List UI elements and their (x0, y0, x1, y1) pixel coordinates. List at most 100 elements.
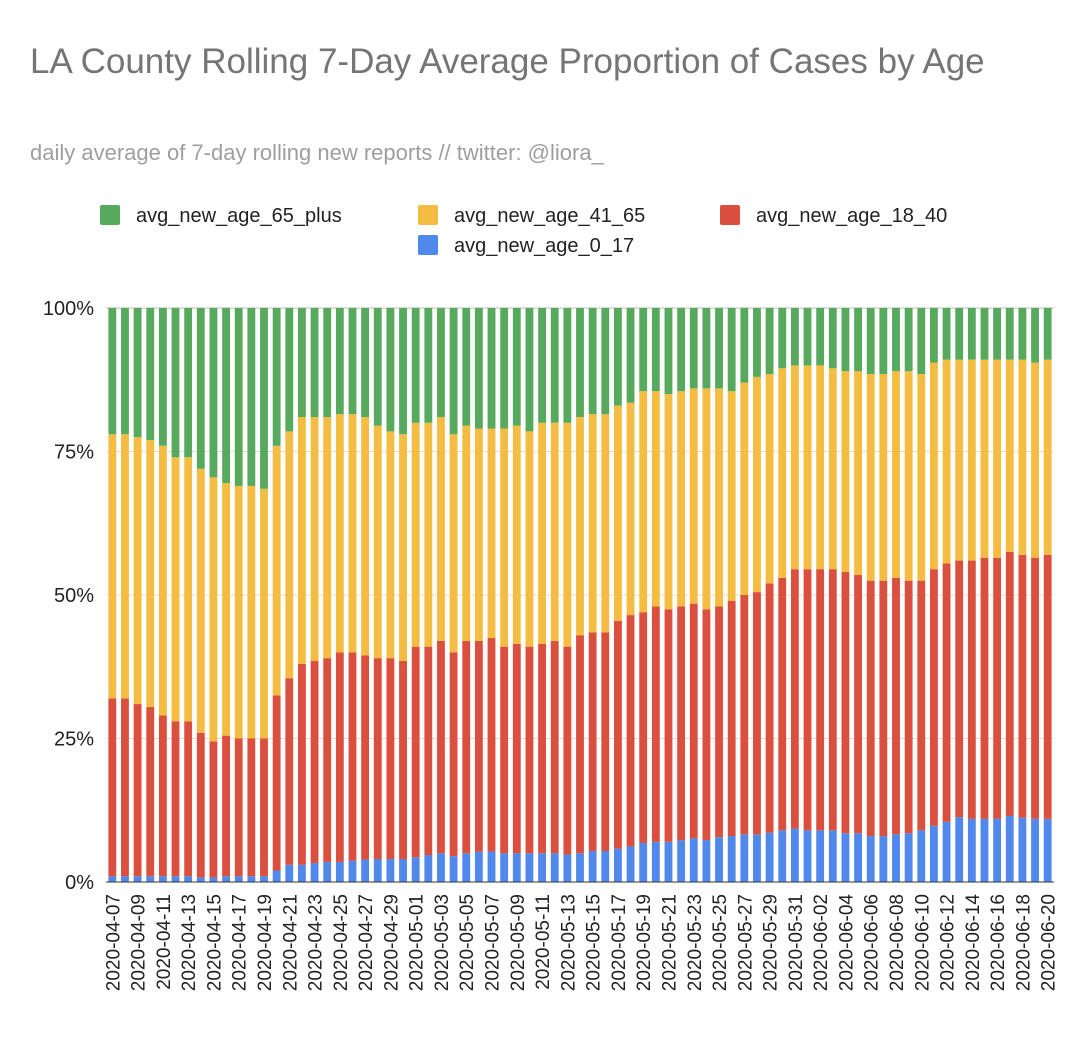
bar-segment (512, 425, 521, 644)
bar-segment (993, 818, 1002, 882)
bar-segment (285, 678, 294, 865)
bar-segment (399, 434, 407, 662)
x-tick-label: 2020-05-05 (457, 894, 478, 991)
bar-segment (576, 853, 584, 882)
bar-segment (108, 434, 117, 699)
bar-segment (942, 359, 951, 564)
bar-segment (500, 646, 509, 854)
bar-segment (373, 308, 382, 426)
x-tick-label: 2020-05-23 (685, 894, 706, 991)
bar-segment (689, 603, 698, 839)
bar-segment (285, 431, 294, 679)
bar-segment (639, 391, 648, 613)
bar-segment (196, 732, 205, 878)
bar-segment (1043, 554, 1052, 819)
bar-segment (803, 365, 812, 570)
bar-segment (158, 308, 167, 446)
bar-segment (778, 830, 787, 882)
chart-title: LA County Rolling 7-Day Average Proporti… (30, 42, 985, 81)
bar-segment (601, 632, 610, 852)
x-tick-label: 2020-05-25 (710, 894, 731, 991)
bar-segment (677, 391, 686, 607)
bar-segment (146, 876, 155, 882)
bar-segment (803, 569, 812, 831)
bar-segment (765, 308, 774, 375)
bar-segment (828, 569, 837, 831)
bar-segment (1031, 308, 1039, 363)
bar-segment (740, 382, 749, 595)
bar-segment (980, 308, 989, 360)
bar-segment (474, 851, 483, 882)
bar-segment (904, 580, 913, 834)
bar-segment (462, 308, 471, 426)
bar-segment (449, 652, 458, 857)
x-tick-label: 2020-04-17 (230, 894, 251, 991)
bar-segment (639, 308, 648, 392)
x-tick-label: 2020-04-07 (103, 894, 124, 991)
bar-segment (841, 833, 850, 882)
bar-segment (626, 402, 635, 616)
bar-segment (411, 857, 420, 882)
bar-segment (335, 861, 344, 882)
bar-segment (500, 853, 509, 882)
bar-segment (474, 640, 483, 852)
legend-swatch (418, 235, 438, 255)
bar-segment (538, 308, 546, 423)
bar-segment (247, 738, 256, 877)
bar-segment (1031, 362, 1039, 558)
bar-segment (765, 583, 774, 833)
bar-segment (260, 876, 268, 882)
bar-segment (854, 574, 862, 834)
bar-segment (310, 661, 319, 864)
bar-segment (108, 698, 117, 877)
x-tick-label: 2020-05-03 (432, 894, 453, 991)
bar-segment (1018, 308, 1027, 360)
bar-segment (866, 580, 875, 837)
bar-segment (1005, 551, 1014, 816)
bar-segment (790, 569, 799, 829)
x-tick-label: 2020-05-11 (533, 894, 554, 990)
bar-segment (778, 577, 787, 831)
bar-segment (677, 308, 686, 392)
bar-segment (1018, 359, 1027, 555)
y-tick-label: 100% (43, 298, 94, 320)
x-tick-label: 2020-05-27 (735, 894, 756, 991)
bar-segment (803, 830, 812, 882)
bar-segment (930, 362, 938, 570)
bar-segment (538, 643, 546, 854)
bar-segment (487, 428, 496, 639)
bar-segment (828, 830, 837, 882)
y-tick-label: 50% (54, 585, 94, 607)
x-tick-label: 2020-06-16 (988, 894, 1009, 991)
bar-segment (361, 859, 370, 882)
bar-segment (348, 414, 357, 653)
legend-label: avg_new_age_18_40 (756, 205, 947, 227)
bar-segment (955, 308, 964, 360)
bar-segment (247, 485, 256, 739)
bar-segment (424, 308, 433, 423)
bar-segment (892, 834, 900, 882)
bar-segment (993, 557, 1002, 819)
bar-segment (449, 856, 458, 882)
bar-segment (765, 832, 774, 882)
bar-segment (942, 308, 951, 360)
x-tick-label: 2020-05-07 (483, 894, 504, 991)
bar-segment (753, 376, 761, 593)
bar-segment (967, 308, 976, 360)
bar-segment (437, 640, 445, 854)
bar-segment (538, 422, 546, 644)
bar-segment (841, 371, 850, 573)
bar-segment (930, 569, 938, 826)
x-tick-label: 2020-04-29 (381, 894, 402, 991)
bar-segment (614, 405, 622, 621)
bar-segment (196, 308, 205, 469)
bar-segment (310, 417, 319, 662)
bar-segment (234, 876, 243, 882)
bar-segment (1031, 818, 1039, 882)
legend-label: avg_new_age_65_plus (136, 205, 342, 227)
bar-segment (841, 308, 850, 372)
bar-segment (715, 388, 723, 607)
x-tick-label: 2020-04-11 (154, 894, 175, 990)
legend-label: avg_new_age_0_17 (454, 235, 634, 257)
